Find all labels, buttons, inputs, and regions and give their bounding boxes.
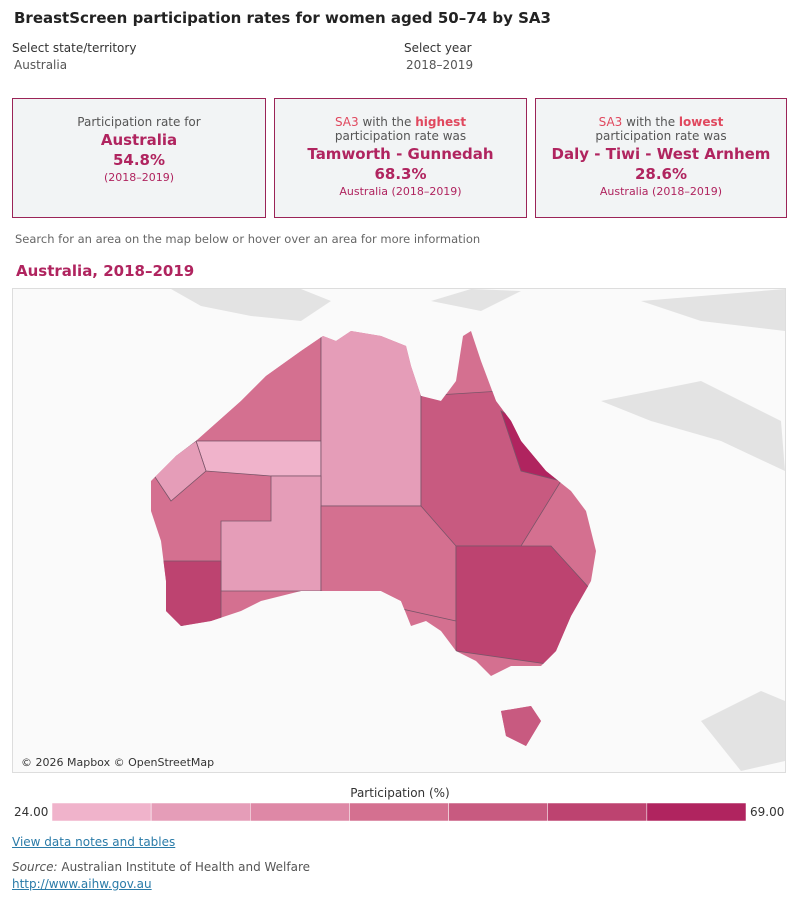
card-intro: Participation rate for bbox=[77, 115, 201, 129]
summary-card: SA3 with the lowest participation rate w… bbox=[535, 98, 787, 218]
data-notes-link[interactable]: View data notes and tables bbox=[12, 835, 176, 849]
card-rate: 68.3% bbox=[374, 165, 427, 183]
card-name: Daly - Tiwi - West Arnhem bbox=[551, 145, 771, 163]
filter-value[interactable]: 2018–2019 bbox=[406, 58, 474, 72]
source-url[interactable]: http://www.aihw.gov.au bbox=[12, 877, 152, 891]
legend-band bbox=[52, 803, 152, 821]
filter-value[interactable]: Australia bbox=[14, 58, 68, 72]
card-name: Tamworth - Gunnedah bbox=[307, 145, 494, 163]
intro-part: SA3 bbox=[334, 115, 359, 129]
map[interactable]: © 2026 Mapbox © OpenStreetMap bbox=[12, 288, 786, 773]
legend-title: Participation (%) bbox=[350, 786, 450, 800]
card-intro: participation rate was bbox=[595, 129, 727, 143]
card-note: Australia (2018–2019) bbox=[599, 185, 723, 198]
legend-band bbox=[250, 803, 350, 821]
filter-label: Select year bbox=[404, 41, 472, 55]
legend-bar bbox=[52, 803, 746, 821]
legend-min: 24.00 bbox=[14, 805, 49, 819]
source: Source: Australian Institute of Health a… bbox=[12, 860, 310, 874]
intro-part: lowest bbox=[678, 115, 724, 129]
intro-part: SA3 bbox=[598, 115, 623, 129]
card-note: Australia (2018–2019) bbox=[339, 185, 462, 198]
region bbox=[195, 440, 322, 477]
intro-part: highest bbox=[415, 115, 467, 129]
page-title: BreastScreen participation rates for wom… bbox=[14, 9, 551, 27]
source-label: Source: bbox=[12, 860, 58, 874]
card-intro: SA3 with the lowest bbox=[536, 115, 786, 129]
filter-label: Select state/territory bbox=[12, 41, 137, 55]
legend-band bbox=[646, 803, 746, 821]
card-rate: 54.8% bbox=[112, 151, 166, 169]
legend-band bbox=[150, 803, 251, 821]
legend-band bbox=[349, 803, 449, 821]
card-intro: SA3 with the highest bbox=[275, 115, 526, 129]
hint: Search for an area on the map below or h… bbox=[15, 232, 481, 246]
intro-part: with the bbox=[362, 115, 412, 129]
card-name: Australia bbox=[100, 131, 178, 149]
summary-card: Participation rate for Australia 54.8% (… bbox=[12, 98, 266, 218]
card-intro: participation rate was bbox=[334, 129, 467, 143]
map-title: Australia, 2018–2019 bbox=[16, 262, 195, 280]
card-rate: 28.6% bbox=[634, 165, 688, 183]
intro-part: with the bbox=[626, 115, 676, 129]
legend-max: 69.00 bbox=[750, 805, 785, 819]
legend-band bbox=[448, 803, 548, 821]
legend-band bbox=[547, 803, 648, 821]
region bbox=[320, 331, 422, 507]
map-attribution: © 2026 Mapbox © OpenStreetMap bbox=[21, 756, 214, 769]
card-note: (2018–2019) bbox=[103, 171, 175, 184]
land-other bbox=[171, 289, 785, 771]
summary-card: SA3 with the highest participation rate … bbox=[274, 98, 527, 218]
source-text: Australian Institute of Health and Welfa… bbox=[61, 860, 311, 874]
